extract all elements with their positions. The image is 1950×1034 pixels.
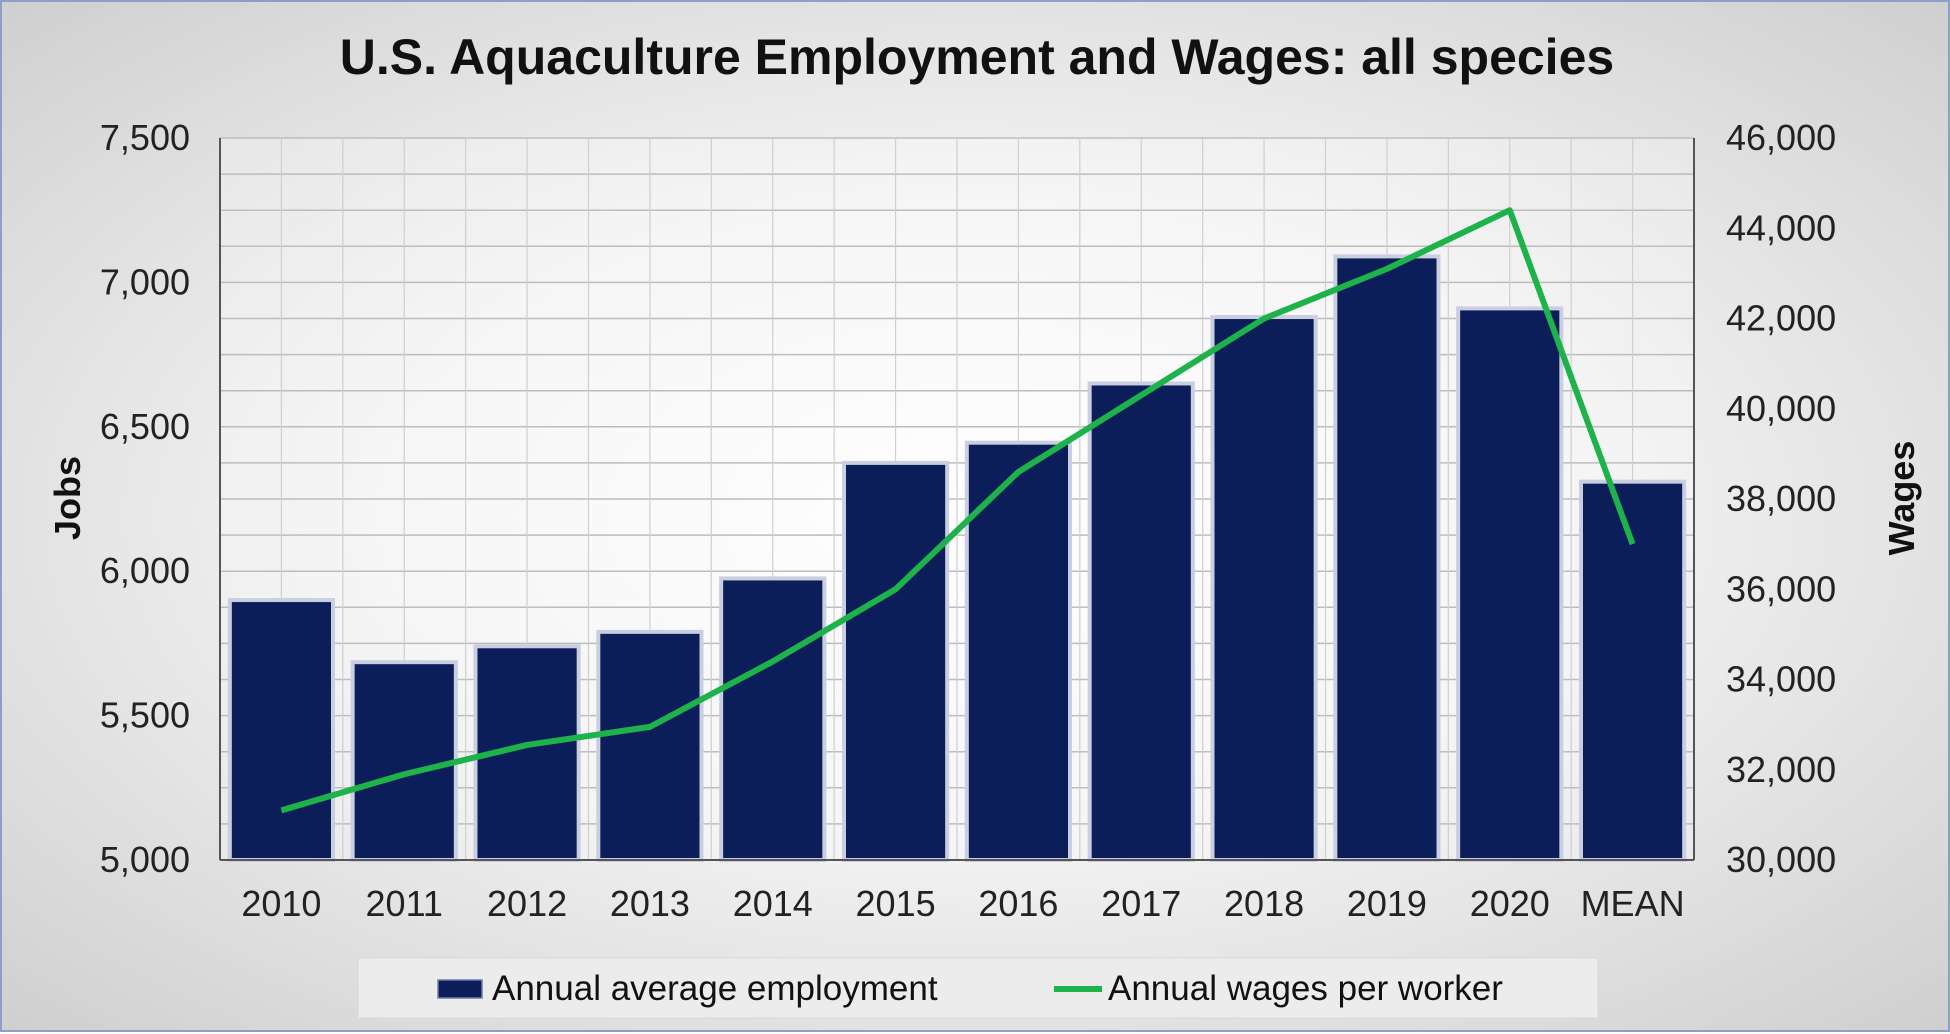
x-tick-label-2020: 2020 <box>1470 883 1550 924</box>
bar-2018 <box>1212 317 1315 860</box>
legend-label-employment: Annual average employment <box>492 969 938 1008</box>
right-axis-title: Wages <box>1881 441 1922 556</box>
left-tick-label: 5,000 <box>100 839 190 880</box>
bar-2015 <box>844 463 947 860</box>
x-tick-label-2018: 2018 <box>1224 883 1304 924</box>
x-tick-label-2015: 2015 <box>856 883 936 924</box>
left-tick-label: 7,500 <box>100 117 190 158</box>
bar-2019 <box>1335 256 1438 860</box>
x-tick-label-MEAN: MEAN <box>1581 883 1685 924</box>
left-tick-label: 6,000 <box>100 550 190 591</box>
right-tick-label: 34,000 <box>1726 659 1836 700</box>
right-tick-label: 42,000 <box>1726 298 1836 339</box>
x-tick-label-2017: 2017 <box>1101 883 1181 924</box>
x-tick-label-2014: 2014 <box>733 883 813 924</box>
bar-2020 <box>1458 308 1561 860</box>
left-axis-title: Jobs <box>47 456 88 540</box>
right-tick-label: 32,000 <box>1726 749 1836 790</box>
x-axis-ticks: 2010 2011 2012 2013 2014 2015 2016 2017 2018 2019… <box>241 883 1684 924</box>
right-tick-label: 44,000 <box>1726 207 1836 248</box>
left-tick-label: 5,500 <box>100 695 190 736</box>
x-tick-label-2011: 2011 <box>366 883 443 924</box>
bar-2014 <box>721 578 824 860</box>
x-tick-label-2016: 2016 <box>978 883 1058 924</box>
legend-swatch-employment <box>438 980 482 998</box>
x-tick-label-2010: 2010 <box>241 883 321 924</box>
x-tick-label-2019: 2019 <box>1347 883 1427 924</box>
left-axis-ticks: 5,000 5,500 6,000 6,500 7,000 7,500 <box>100 117 190 880</box>
right-tick-label: 46,000 <box>1726 117 1836 158</box>
bar-2017 <box>1090 383 1193 860</box>
right-tick-label: 36,000 <box>1726 568 1836 609</box>
bar-2010 <box>230 600 333 860</box>
right-tick-label: 30,000 <box>1726 839 1836 880</box>
bar-2013 <box>598 632 701 860</box>
x-tick-label-2012: 2012 <box>487 883 567 924</box>
x-tick-label-2013: 2013 <box>610 883 690 924</box>
chart-title: U.S. Aquaculture Employment and Wages: a… <box>340 29 1614 85</box>
left-tick-label: 6,500 <box>100 406 190 447</box>
right-axis-ticks: 30,000 32,000 34,000 36,000 38,000 40,000 42,0… <box>1726 117 1836 880</box>
legend: Annual average employment Annual wages p… <box>358 958 1598 1018</box>
right-tick-label: 38,000 <box>1726 478 1836 519</box>
right-tick-label: 40,000 <box>1726 388 1836 429</box>
legend-label-wages: Annual wages per worker <box>1108 969 1503 1008</box>
left-tick-label: 7,000 <box>100 261 190 302</box>
bar-2011 <box>353 662 456 860</box>
